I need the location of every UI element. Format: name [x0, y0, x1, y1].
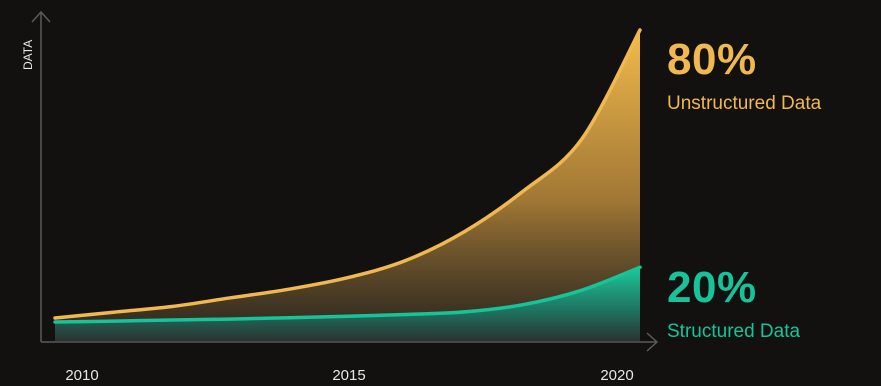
x-axis-arrow	[646, 332, 659, 352]
y-axis-arrow	[31, 10, 51, 23]
y-axis-label: DATA	[21, 40, 35, 70]
structured-data-line	[53, 265, 642, 324]
x-tick-label: 2010	[65, 367, 98, 384]
unstructured-callout: 80% Unstructured Data	[667, 35, 822, 114]
structured-data-area	[55, 267, 640, 341]
x-tick-label: 2015	[332, 367, 365, 384]
unstructured-percent: 80%	[667, 35, 757, 84]
structured-percent: 20%	[667, 263, 757, 312]
structured-callout: 20% Structured Data	[667, 263, 801, 342]
unstructured-data-area	[55, 30, 640, 341]
x-tick-label: 2020	[600, 367, 633, 384]
structured-label: Structured Data	[667, 321, 801, 342]
unstructured-label: Unstructured Data	[667, 93, 822, 114]
unstructured-data-line	[53, 28, 642, 320]
